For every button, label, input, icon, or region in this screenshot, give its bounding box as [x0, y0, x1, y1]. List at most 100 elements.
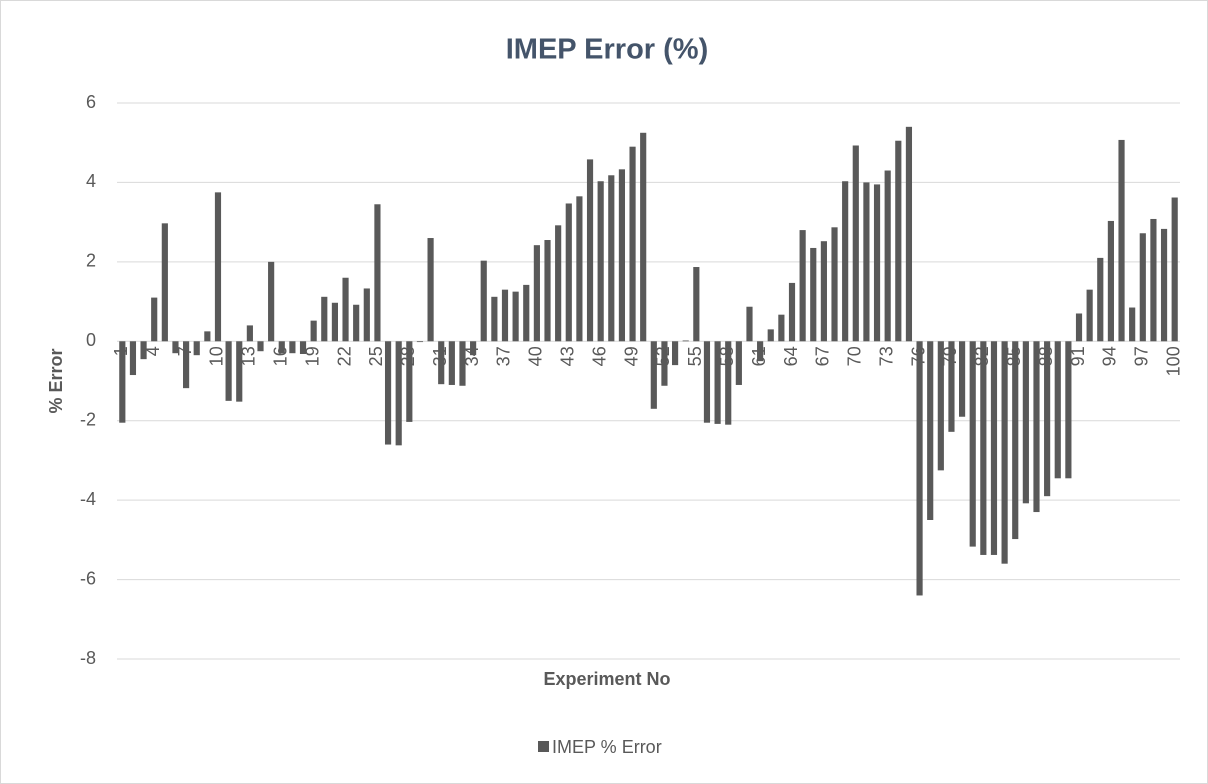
x-tick-label: 4 [143, 346, 163, 356]
bar [257, 341, 264, 352]
x-tick-label: 91 [1068, 346, 1088, 366]
bar [778, 314, 785, 342]
bar [884, 170, 891, 342]
x-tick-label: 22 [334, 346, 354, 366]
bar [544, 240, 551, 342]
bar [1075, 313, 1083, 342]
bar [374, 204, 381, 342]
bar [757, 341, 764, 362]
bar [873, 184, 881, 342]
y-tick-label: 2 [86, 251, 96, 271]
bar [140, 341, 147, 360]
x-tick-label: 13 [239, 346, 259, 366]
y-axis-title: % Error [46, 348, 66, 413]
bar [948, 341, 955, 432]
bar [1044, 341, 1051, 497]
y-tick-label: 6 [86, 92, 96, 112]
bar [735, 341, 742, 385]
bar [927, 341, 934, 520]
bar [1171, 197, 1178, 342]
x-tick-label: 97 [1132, 346, 1152, 366]
y-tick-label: -6 [80, 568, 96, 588]
bar [682, 340, 689, 342]
bar [193, 341, 200, 356]
bar [820, 241, 827, 342]
bar [1097, 257, 1104, 342]
bar [225, 341, 232, 401]
bar [714, 341, 721, 424]
bar [990, 341, 998, 555]
bar [1001, 341, 1008, 564]
bar [1086, 289, 1093, 342]
x-tick-label: 100 [1163, 346, 1183, 376]
bar [1022, 341, 1029, 504]
bar [640, 132, 647, 342]
x-tick-label: 70 [845, 346, 865, 366]
bar [1054, 341, 1061, 479]
x-tick-label: 40 [526, 346, 546, 366]
x-tick-label: 10 [207, 346, 227, 366]
bar [671, 341, 679, 366]
bar [236, 341, 243, 402]
bar [1139, 233, 1146, 342]
bar [555, 225, 562, 342]
bar [565, 203, 572, 342]
bar [586, 159, 594, 342]
bar [501, 289, 509, 342]
y-tick-label: -8 [80, 648, 96, 668]
bar [618, 169, 626, 342]
bar [438, 341, 445, 385]
bar [576, 196, 583, 342]
bar [937, 341, 944, 471]
bar [608, 175, 615, 342]
y-tick-label: 0 [86, 330, 96, 350]
bar [395, 341, 402, 446]
bar [905, 126, 913, 342]
bar [384, 341, 392, 445]
bar [863, 182, 870, 342]
bar [1160, 228, 1168, 342]
bar [1033, 341, 1040, 513]
bar [470, 341, 477, 356]
x-tick-label: 43 [558, 346, 578, 366]
x-tick-label: 73 [876, 346, 896, 366]
bar [183, 341, 190, 389]
bar [597, 181, 604, 342]
legend-label: IMEP % Error [552, 737, 662, 757]
bar [214, 192, 222, 342]
bar [703, 341, 711, 423]
bar [512, 291, 519, 342]
bar [299, 341, 307, 354]
x-tick-label: 94 [1100, 346, 1120, 366]
bar [661, 341, 668, 386]
bar [980, 341, 987, 555]
y-tick-label: 4 [86, 171, 96, 191]
x-tick-label: 46 [589, 346, 609, 366]
bar [746, 306, 753, 342]
bar [650, 341, 657, 409]
bar [406, 341, 413, 422]
bar [289, 341, 296, 354]
legend-swatch [538, 741, 549, 752]
bar [448, 341, 455, 385]
bar [172, 341, 179, 354]
x-tick-label: 49 [621, 346, 641, 366]
x-tick-label: 16 [271, 346, 291, 366]
bar [342, 277, 349, 342]
bar [246, 325, 253, 342]
bar [1118, 139, 1125, 342]
bar [353, 304, 360, 342]
x-tick-label: 37 [494, 346, 514, 366]
bar [1129, 307, 1136, 342]
bar [459, 341, 466, 386]
bar [842, 181, 849, 342]
bar [969, 341, 976, 547]
bar [799, 230, 806, 342]
y-tick-label: -4 [80, 489, 96, 509]
bar [278, 341, 285, 354]
bar [416, 341, 424, 343]
bar [151, 297, 158, 342]
bar [767, 329, 774, 342]
bar [161, 223, 168, 342]
bar [1107, 220, 1114, 342]
